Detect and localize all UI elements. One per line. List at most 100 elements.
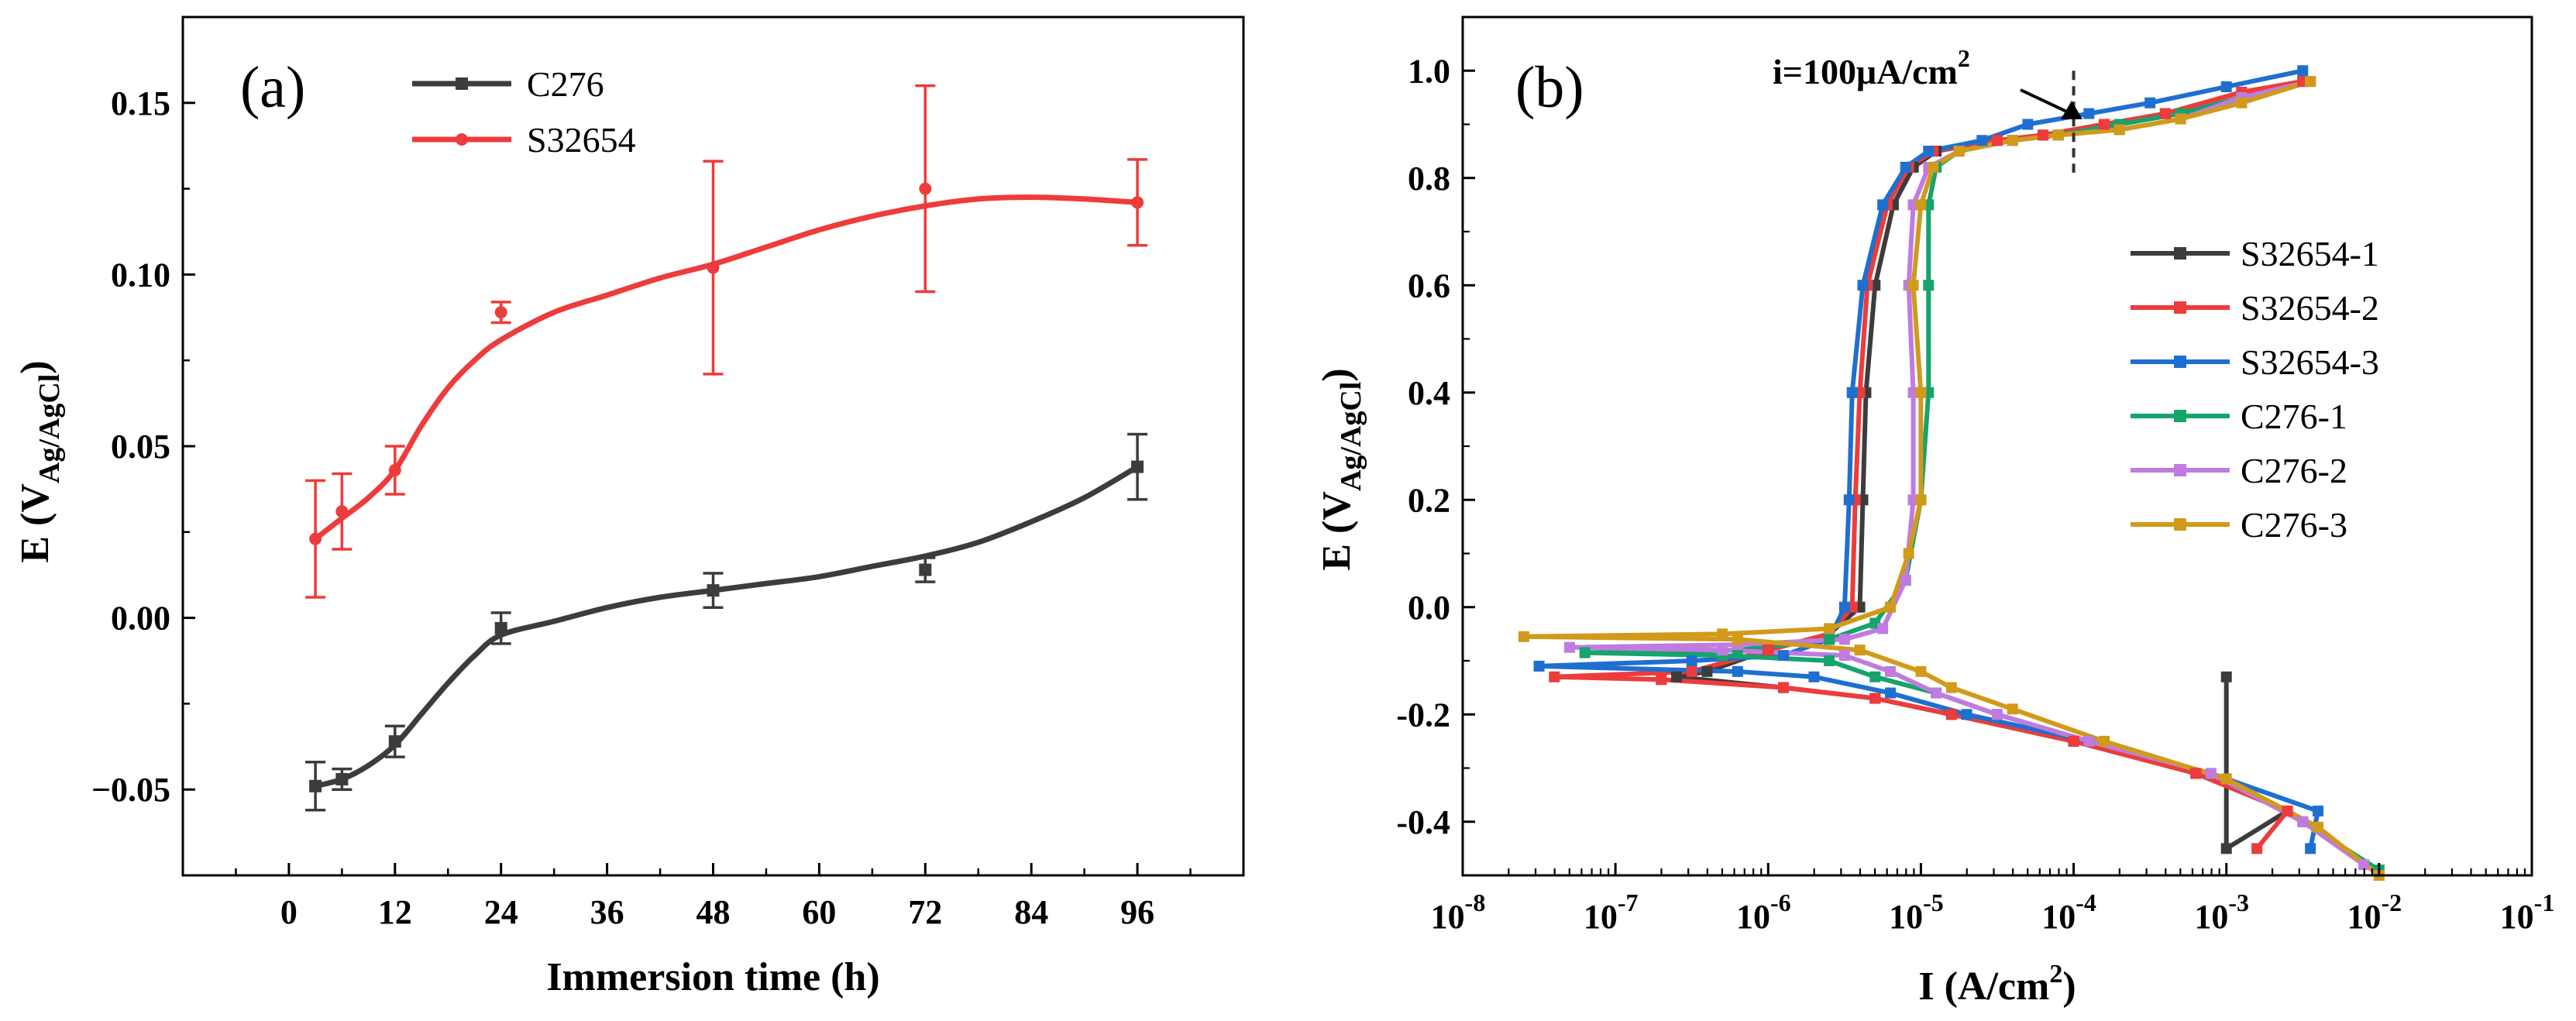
data-point-s32654-3 (1533, 660, 1545, 672)
data-point-c276-3 (1732, 634, 1743, 645)
data-point-c276-1 (1824, 655, 1835, 666)
annotation-label: i=100μA/cm2 (1773, 44, 1970, 91)
legend-label: S32654-1 (2241, 234, 2379, 273)
data-point-s32654-2 (2190, 768, 2202, 779)
data-point-s32654-3 (1923, 146, 1935, 157)
data-point-s32654-3 (1686, 655, 1697, 666)
data-point-s32654-2 (1869, 693, 1881, 704)
data-point-c276-2 (2297, 816, 2309, 827)
data-point-c276-3 (1915, 665, 1927, 677)
data-point-s32654-3 (2220, 81, 2232, 93)
data-point-c276-2 (2358, 859, 2370, 871)
data-point-s32654 (1131, 196, 1144, 209)
data-point-c276-3 (1915, 387, 1927, 398)
x-tick-label: 96 (1120, 893, 1154, 931)
x-tick-label: 36 (590, 893, 624, 931)
legend-marker (2174, 518, 2186, 531)
data-point-c276-1 (1824, 634, 1835, 645)
x-tick-label: 72 (908, 893, 942, 931)
data-point-c276-3 (2113, 124, 2125, 136)
legend-item-s32654-1: S32654-1 (2131, 234, 2379, 273)
data-point-s32654-3 (1732, 665, 1743, 677)
data-point-c276-2 (1885, 665, 1896, 677)
legend-marker (456, 133, 468, 146)
data-point-c276 (707, 584, 720, 597)
data-point-s32654-2 (2038, 129, 2049, 141)
data-point-c276-2 (2206, 768, 2217, 779)
x-tick-label: 10-1 (2500, 889, 2555, 936)
data-point-s32654-2 (1945, 709, 1957, 720)
data-point-c276 (388, 735, 401, 748)
x-tick-label: 0 (280, 893, 297, 931)
polarization-curve-c276-3 (1521, 79, 2381, 878)
x-tick-label: 48 (696, 893, 731, 931)
y-tick-label: 0.2 (1408, 481, 1450, 519)
y-tick-label: 0.15 (111, 84, 170, 122)
data-point-s32654-3 (2305, 843, 2316, 854)
panel-a-x-axis-label: Immersion time (h) (546, 955, 879, 999)
data-point-s32654-3 (1976, 135, 1988, 146)
data-point-c276-2 (1717, 645, 1728, 656)
data-point-s32654-3 (2144, 97, 2156, 108)
panel-a-points (309, 182, 1144, 792)
panel-a-label: (a) (240, 55, 305, 120)
data-point-s32654-3 (1846, 387, 1858, 398)
data-point-c276-3 (1717, 628, 1728, 640)
fit-curve-s32654 (313, 194, 1138, 541)
data-point-s32654-3 (1900, 161, 1911, 173)
panel-b-x-axis-label: I (A/cm2) (1918, 960, 2076, 1009)
annotation-arrow-line (2020, 88, 2074, 116)
data-point-s32654-2 (1549, 671, 1560, 682)
data-point-c276-3 (1953, 146, 1965, 157)
legend-label: C276-3 (2241, 505, 2347, 545)
legend-label: S32654-3 (2241, 342, 2379, 382)
data-point-c276-3 (1907, 280, 1919, 291)
data-point-c276-2 (2083, 735, 2095, 747)
x-tick-label: 24 (484, 893, 518, 931)
legend-marker (2174, 464, 2186, 476)
x-tick-label: 10-4 (2041, 889, 2096, 936)
data-point-s32654-2 (2282, 805, 2293, 816)
x-tick-label: 10-7 (1584, 889, 1639, 936)
data-point-c276 (335, 772, 349, 786)
data-point-s32654-2 (1778, 682, 1789, 693)
data-point-c276-2 (1992, 709, 2003, 720)
data-point-c276-2 (1838, 634, 1850, 645)
annotation-arrow-head (2061, 101, 2082, 119)
legend-item-s32654-2: S32654-2 (2131, 288, 2379, 328)
data-point-c276 (919, 563, 932, 576)
data-point-s32654-3 (1808, 671, 1820, 682)
panel-b-y-axis-label: E (VAg/AgCl) (1315, 368, 1367, 570)
data-point-c276-3 (2007, 135, 2018, 146)
data-point-c276-3 (2305, 76, 2316, 88)
data-point-s32654-3 (1877, 199, 1889, 211)
y-tick-label: 0.0 (1408, 589, 1450, 627)
panel-a-curves (313, 194, 1139, 789)
y-tick-label: 0.05 (111, 428, 170, 466)
legend-item-s32654-3: S32654-3 (2131, 342, 2379, 382)
data-point-c276-3 (2052, 129, 2064, 141)
data-point-c276-3 (2313, 821, 2323, 833)
data-point-s32654 (919, 182, 932, 195)
panel-b-points (1518, 65, 2385, 881)
data-point-s32654 (309, 532, 322, 545)
legend-marker (456, 77, 468, 90)
data-point-c276-2 (1564, 641, 1575, 653)
data-point-s32654-2 (1686, 665, 1697, 677)
data-point-s32654-2 (1992, 135, 2003, 146)
legend-label: C276-2 (2241, 451, 2347, 490)
data-point-c276-1 (1579, 647, 1591, 658)
data-point-s32654-3 (2083, 108, 2095, 119)
data-point-c276-3 (2220, 773, 2232, 785)
data-point-c276-3 (1915, 199, 1927, 211)
data-point-s32654-2 (2068, 735, 2079, 747)
data-point-s32654-3 (2313, 805, 2323, 816)
y-tick-label: 1.0 (1408, 52, 1450, 90)
legend-marker (2174, 301, 2186, 314)
data-point-s32654 (494, 306, 507, 319)
legend-marker (2174, 356, 2186, 368)
data-point-s32654-2 (2251, 843, 2263, 854)
x-tick-label: 10-3 (2194, 889, 2249, 936)
data-point-c276-3 (1915, 494, 1927, 506)
